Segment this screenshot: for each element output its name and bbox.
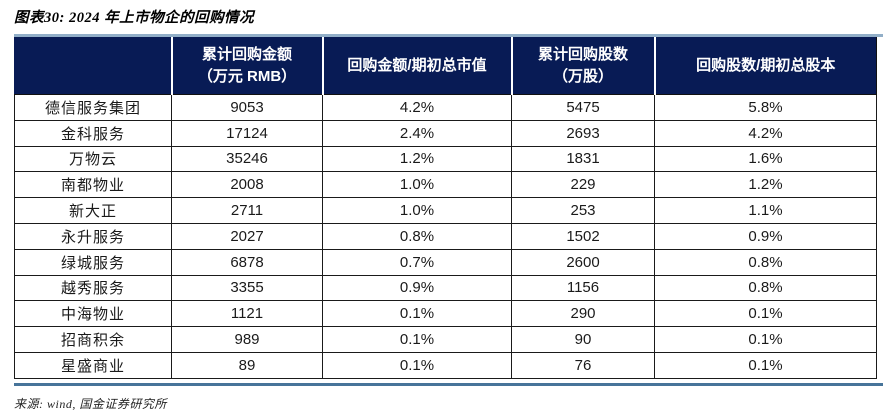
table-row: 万物云 35246 1.2% 1831 1.6% <box>14 145 877 173</box>
amount-cell: 6878 <box>171 248 323 276</box>
table-row: 金科服务 17124 2.4% 2693 4.2% <box>14 119 877 147</box>
amount-cell: 17124 <box>171 119 323 147</box>
amount-pct-cell: 1.2% <box>322 145 512 173</box>
header-line: 累计回购股数 <box>537 46 628 64</box>
amount-pct-cell: 2.4% <box>322 119 512 147</box>
amount-cell: 989 <box>171 326 323 353</box>
amount-cell: 89 <box>171 351 323 379</box>
table-row: 越秀服务 3355 0.9% 1156 0.8% <box>14 274 877 302</box>
table-row: 德信服务集团 9053 4.2% 5475 5.8% <box>14 94 877 121</box>
shares-cell: 290 <box>511 300 655 328</box>
shares-cell: 5475 <box>511 94 655 121</box>
company-name-cell: 新大正 <box>14 197 172 224</box>
amount-cell: 1121 <box>171 300 323 328</box>
header-line: 累计回购金额 <box>201 46 292 64</box>
amount-pct-cell: 0.1% <box>322 300 512 328</box>
shares-cell: 253 <box>511 197 655 224</box>
shares-cell: 90 <box>511 326 655 353</box>
company-name-cell: 星盛商业 <box>14 351 172 379</box>
bottom-divider-rule <box>14 382 883 386</box>
shares-pct-cell: 0.8% <box>654 274 877 302</box>
amount-pct-cell: 0.8% <box>322 222 512 250</box>
table-row: 招商积余 989 0.1% 90 0.1% <box>14 326 877 353</box>
header-cumulative-shares: 累计回购股数 （万股） <box>511 37 656 95</box>
header-amount-pct: 回购金额/期初总市值 <box>322 37 513 95</box>
page-title: 图表30: 2024 年上市物企的回购情况 <box>14 10 255 26</box>
amount-cell: 3355 <box>171 274 323 302</box>
shares-pct-cell: 0.1% <box>654 326 877 353</box>
top-divider-rule <box>14 34 883 37</box>
shares-cell: 76 <box>511 351 655 379</box>
shares-cell: 1156 <box>511 274 655 302</box>
shares-pct-cell: 0.1% <box>654 300 877 328</box>
header-shares-pct: 回购股数/期初总股本 <box>654 37 877 95</box>
table-row: 绿城服务 6878 0.7% 2600 0.8% <box>14 248 877 276</box>
amount-pct-cell: 4.2% <box>322 94 512 121</box>
company-name-cell: 越秀服务 <box>14 274 172 302</box>
company-name-cell: 中海物业 <box>14 300 172 328</box>
table-row: 南都物业 2008 1.0% 229 1.2% <box>14 171 877 199</box>
table-row: 星盛商业 89 0.1% 76 0.1% <box>14 351 877 379</box>
table-row: 永升服务 2027 0.8% 1502 0.9% <box>14 222 877 250</box>
amount-pct-cell: 0.1% <box>322 351 512 379</box>
source-attribution: 来源: wind, 国金证券研究所 <box>14 396 167 411</box>
amount-pct-cell: 1.0% <box>322 197 512 224</box>
shares-cell: 1831 <box>511 145 655 173</box>
table-header-row: 累计回购金额 （万元 RMB） 回购金额/期初总市值 累计回购股数 （万股） 回… <box>14 37 877 95</box>
shares-cell: 1502 <box>511 222 655 250</box>
shares-cell: 2693 <box>511 119 655 147</box>
amount-cell: 35246 <box>171 145 323 173</box>
amount-cell: 2008 <box>171 171 323 199</box>
shares-cell: 229 <box>511 171 655 199</box>
company-name-cell: 绿城服务 <box>14 248 172 276</box>
table-row: 中海物业 1121 0.1% 290 0.1% <box>14 300 877 328</box>
buyback-table: 累计回购金额 （万元 RMB） 回购金额/期初总市值 累计回购股数 （万股） 回… <box>14 37 877 379</box>
header-line: 回购金额/期初总市值 <box>347 57 487 75</box>
company-name-cell: 永升服务 <box>14 222 172 250</box>
amount-cell: 9053 <box>171 94 323 121</box>
company-name-cell: 金科服务 <box>14 119 172 147</box>
shares-pct-cell: 4.2% <box>654 119 877 147</box>
company-name-cell: 南都物业 <box>14 171 172 199</box>
company-name-cell: 万物云 <box>14 145 172 173</box>
amount-cell: 2027 <box>171 222 323 250</box>
shares-pct-cell: 0.8% <box>654 248 877 276</box>
header-company-blank <box>14 37 173 95</box>
company-name-cell: 德信服务集团 <box>14 94 172 121</box>
header-line: 回购股数/期初总股本 <box>696 57 836 75</box>
company-name-cell: 招商积余 <box>14 326 172 353</box>
shares-cell: 2600 <box>511 248 655 276</box>
shares-pct-cell: 1.1% <box>654 197 877 224</box>
amount-cell: 2711 <box>171 197 323 224</box>
amount-pct-cell: 0.1% <box>322 326 512 353</box>
amount-pct-cell: 1.0% <box>322 171 512 199</box>
shares-pct-cell: 5.8% <box>654 94 877 121</box>
header-line: （万元 RMB） <box>197 68 297 85</box>
shares-pct-cell: 1.6% <box>654 145 877 173</box>
table-row: 新大正 2711 1.0% 253 1.1% <box>14 197 877 224</box>
shares-pct-cell: 0.9% <box>654 222 877 250</box>
amount-pct-cell: 0.9% <box>322 274 512 302</box>
header-cumulative-amount: 累计回购金额 （万元 RMB） <box>171 37 324 95</box>
shares-pct-cell: 1.2% <box>654 171 877 199</box>
shares-pct-cell: 0.1% <box>654 351 877 379</box>
header-line: （万股） <box>552 68 613 85</box>
amount-pct-cell: 0.7% <box>322 248 512 276</box>
